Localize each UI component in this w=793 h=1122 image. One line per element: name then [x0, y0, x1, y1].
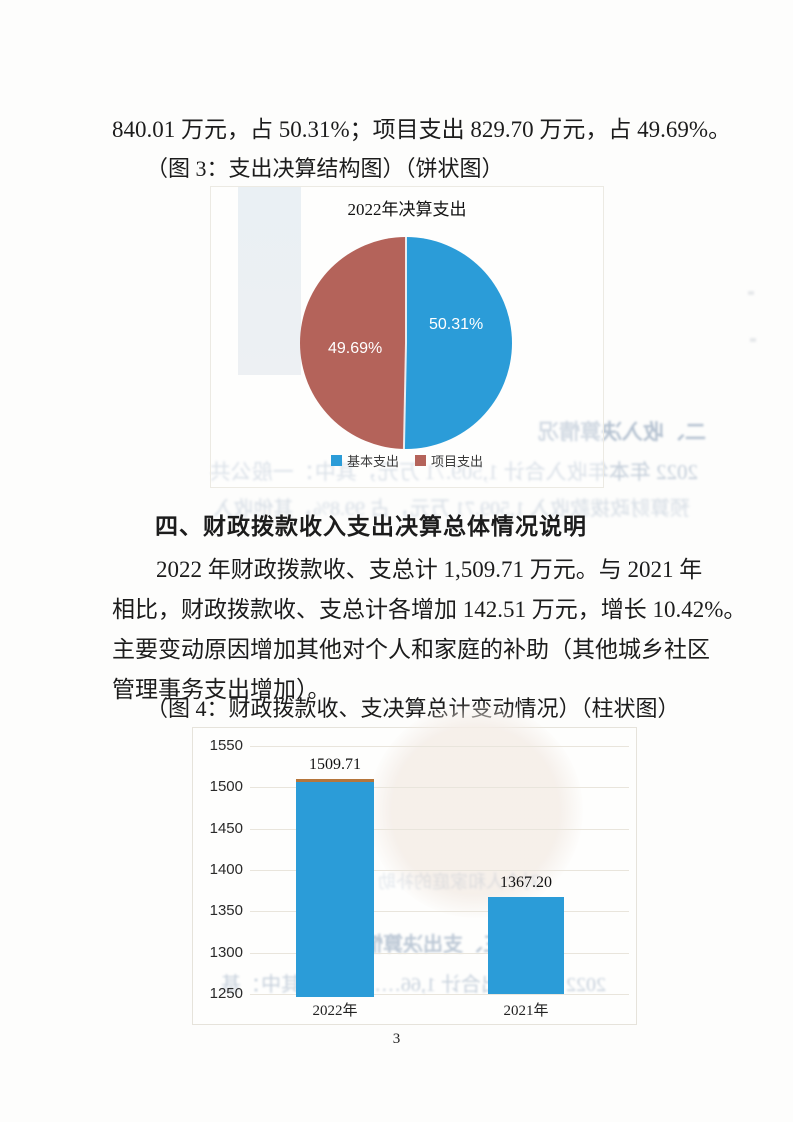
legend-item-1: 基本支出	[330, 451, 399, 470]
pie-slice-label-basic: 50.31%	[429, 316, 484, 333]
paragraph-line: 相比，财政拨款收、支总计各增加 142.51 万元，增长 10.42%。	[112, 597, 747, 622]
section-heading: 四、财政拨款收入支出决算总体情况说明	[155, 513, 587, 539]
bar-chart: 对个人和家庭的补助 三、支出决算情况说明 2022 年……出合计 1,66……万…	[192, 703, 637, 1025]
gridline	[250, 911, 629, 913]
y-tick-label: 1300	[209, 943, 243, 961]
y-tick-label: 1400	[209, 861, 243, 878]
gridline	[250, 746, 629, 747]
pie-slice-divider-bottom	[402, 342, 407, 449]
bar-value-label: 1509.71	[309, 756, 361, 774]
legend-label: 项目支出	[431, 454, 484, 469]
gridline	[250, 952, 629, 954]
bar-2	[488, 897, 564, 994]
pie-legend: 基本支出 项目支出	[211, 451, 603, 470]
gridline	[250, 828, 629, 830]
pie-slice-divider-top	[405, 237, 407, 343]
legend-item-2: 项目支出	[415, 451, 483, 470]
y-tick-label: 1500	[209, 778, 243, 796]
legend-swatch	[415, 455, 426, 466]
gridline	[250, 870, 629, 871]
y-tick-label: 1550	[209, 737, 243, 754]
pie-slice-label-project: 49.69%	[328, 340, 383, 357]
pie-chart: 2022年决算支出 50.31% 49.69% 基本支出 项目支出	[210, 186, 604, 488]
y-tick-label: 1350	[209, 902, 243, 920]
intro-text: 840.01 万元，占 50.31%；项目支出 829.70 万元，占 49.6…	[112, 117, 732, 142]
bar-value-label: 1367.20	[500, 874, 552, 892]
x-tick-label: 2022年	[312, 1003, 358, 1019]
legend-swatch	[330, 455, 342, 466]
gridline	[250, 787, 629, 789]
bleedthrough-band	[238, 187, 301, 375]
pie-graphic: 50.31% 49.69%	[300, 237, 512, 449]
page-number: 3	[392, 1031, 401, 1047]
bar-1	[296, 779, 374, 997]
y-tick-label: 1250	[209, 985, 243, 1002]
y-tick-label: 1450	[209, 819, 243, 837]
scan-speckle	[750, 338, 756, 342]
bleedthrough-circle	[368, 703, 583, 918]
figure4-caption: （图 4：财政拨款收、支决算总计变动情况）（柱状图）	[146, 696, 680, 721]
scan-speckle	[748, 291, 754, 295]
paragraph-line: 主要变动原因增加其他对个人和家庭的补助（其他城乡社区	[112, 637, 710, 662]
paragraph-line: 2022 年财政拨款收、支总计 1,509.71 万元。与 2021 年	[156, 557, 703, 582]
pie-chart-title: 2022年决算支出	[347, 200, 467, 219]
x-tick-label: 2021年	[503, 1003, 549, 1019]
gridline	[250, 994, 629, 995]
figure3-caption: （图 3：支出决算结构图）（饼状图）	[146, 156, 504, 181]
paragraph-line: 管理事务支出增加）。	[112, 677, 331, 702]
legend-label: 基本支出	[346, 454, 399, 469]
